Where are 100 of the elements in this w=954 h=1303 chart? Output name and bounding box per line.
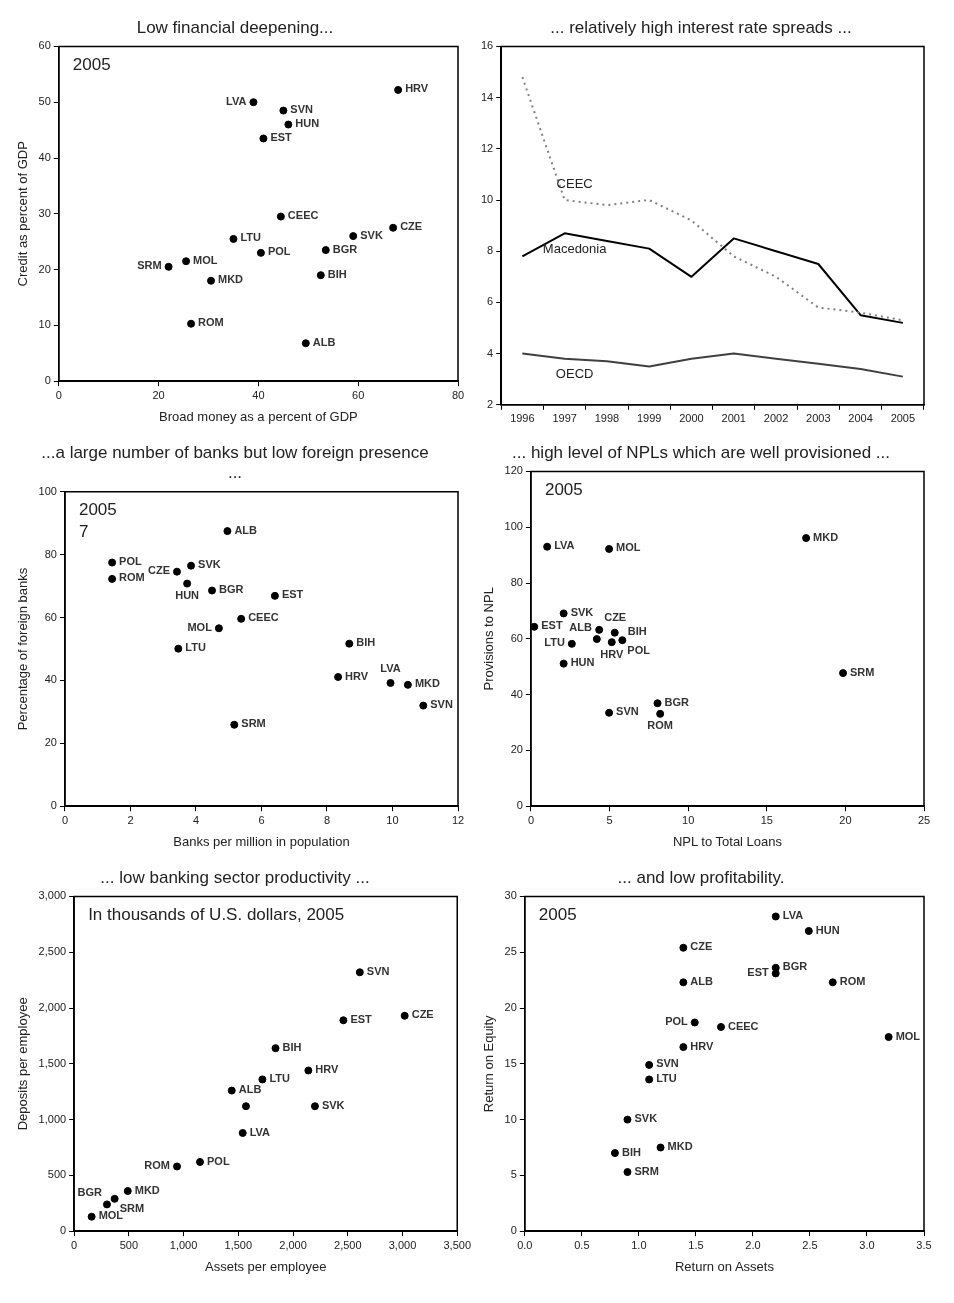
annotation: BIH [627,625,647,638]
point [172,567,181,576]
y-tick-label: 12 [480,141,494,154]
annotation: ROM [144,1159,171,1171]
point [679,1043,688,1052]
y-tick-label: 500 [47,1168,67,1181]
point [334,672,343,681]
annotation: BGR [664,695,690,708]
point [389,223,398,232]
x-tick-label: 6 [258,813,265,826]
annotation: CZE [604,611,627,624]
x-tick-label: 60 [352,388,365,401]
y-tick-label: 3,000 [38,889,67,902]
x-tick-label: 0 [527,813,535,826]
chart-title: Low financial deepening... [136,17,334,37]
point [543,542,552,551]
point [223,527,232,536]
annotation: SRM [119,1202,145,1215]
x-axis-title: Return on Assets [674,1258,775,1274]
annotation: POL [267,245,291,258]
point [276,212,285,221]
point [656,709,665,718]
x-tick-label: 10 [682,813,695,826]
y-tick-label: 25 [504,945,517,958]
point [238,1128,247,1137]
y-tick-label: 100 [504,520,523,533]
annotation: SVK [634,1112,658,1125]
annotation: CZE [690,940,713,953]
point [618,636,627,645]
annotation: HRV [315,1063,340,1076]
point [530,622,539,631]
annotation: SVN [366,964,390,977]
x-tick-label: 1.5 [688,1238,704,1251]
x-axis-title: Broad money as a percent of GDP [159,408,358,424]
point [645,1060,654,1069]
annotation: POL [665,1015,689,1028]
annotation: HUN [295,117,320,130]
point [241,1102,250,1111]
annotation: LVA [380,662,401,675]
chart-title: ... high level of NPLs which are well provisioned ... [512,442,890,462]
x-axis-title: Assets per employee [204,1258,327,1274]
x-tick-label: 15 [760,813,773,826]
point [386,678,395,687]
annotation: EST [270,131,293,143]
point [214,624,223,633]
point [559,609,568,618]
x-tick-label: 40 [252,388,265,401]
annotation: SRM [137,259,162,272]
annotation: HRV [690,1039,715,1052]
y-tick-label: 30 [504,889,517,902]
point [839,669,848,678]
annotation: CZE [411,1008,434,1021]
y-tick-label: 20 [510,743,523,756]
point [173,1162,182,1171]
point [301,339,310,348]
point [249,98,258,107]
point [207,276,216,285]
point [271,1044,280,1053]
y-tick-label: 10 [38,318,51,331]
annotation: ALB [569,620,592,633]
x-tick-label: 8 [323,813,331,826]
annotation: CEEC [248,611,279,624]
annotation: SRM [241,717,266,730]
point [187,319,196,328]
annotation: CZE [147,564,170,577]
point [645,1075,654,1084]
x-tick-label: 4 [192,813,200,826]
annotation: MKD [813,530,839,543]
y-tick-label: 100 [38,484,57,497]
annotation: MKD [218,273,244,286]
point [656,1143,665,1152]
point [679,943,688,952]
annotation: ALB [234,523,258,536]
y-tick-label: 16 [480,39,494,52]
y-tick-label: 2 [487,397,494,410]
point [110,1194,119,1203]
x-tick-label: 2.0 [745,1238,761,1251]
chart-title: ...a large number of banks but low foreign presence ... [41,442,429,483]
annotation: POL [207,1154,230,1167]
point [279,106,288,115]
x-tick-label: 10 [386,813,399,826]
point [310,1102,319,1111]
y-tick-label: 40 [38,151,51,164]
point [592,635,601,644]
y-tick-label: 2,000 [38,1001,67,1014]
annotation: ROM [119,571,145,584]
y-tick-label: 40 [44,673,57,686]
y-tick-label: 60 [44,610,57,623]
annotation: EST [281,588,304,601]
y-tick-label: 15 [504,1056,517,1069]
point [108,574,117,583]
annotation: HUN [175,589,200,602]
point [355,968,364,977]
point [623,1168,632,1177]
annotation: SVN [430,698,453,711]
annotation: MOL [193,253,218,266]
y-axis-title: Deposits per employee [15,997,31,1131]
y-tick-label: 1,500 [38,1056,67,1069]
x-tick-label: 2001 [721,412,746,425]
point [804,927,813,935]
